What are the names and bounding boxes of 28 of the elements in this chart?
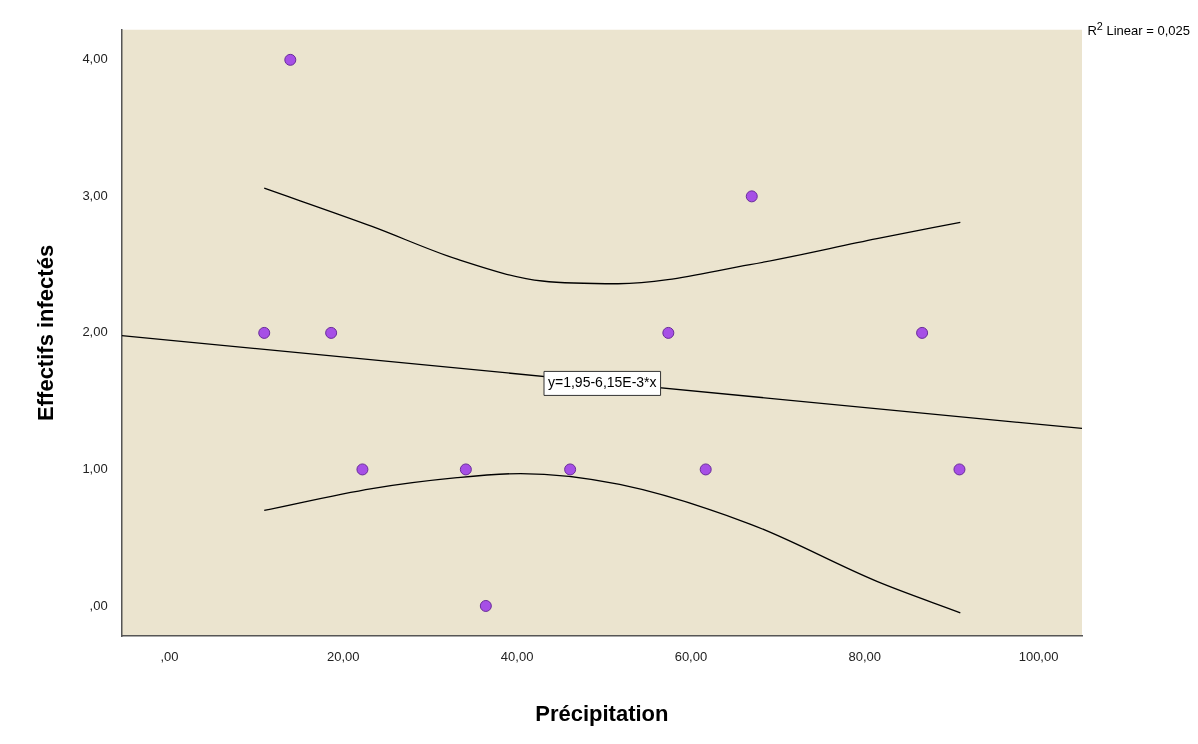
y-tick-label: 1,00 <box>82 461 108 477</box>
point <box>325 326 338 339</box>
y-tick-label: 3,00 <box>82 187 108 203</box>
y-tick-label: 4,00 <box>82 51 108 67</box>
y-tick-label: ,00 <box>89 597 108 613</box>
point <box>479 599 492 612</box>
point <box>258 326 271 339</box>
y-axis-title: Effectifs infectés <box>33 244 59 421</box>
x-tick-label: 20,00 <box>327 649 360 665</box>
line-series <box>263 187 961 285</box>
x-tick-label: 40,00 <box>500 649 534 665</box>
x-tick-label: 80,00 <box>848 649 882 665</box>
point <box>745 190 758 203</box>
point <box>356 463 369 476</box>
x-tick-label: ,00 <box>160 649 179 665</box>
x-tick-label: 60,00 <box>674 649 708 665</box>
point <box>699 463 712 476</box>
x-tick-label: 100,00 <box>1018 649 1059 665</box>
annotation: y=1,95-6,15E-3*x <box>548 374 657 391</box>
y-tick-label: 2,00 <box>82 324 108 340</box>
point <box>564 463 577 476</box>
x-axis-title: Précipitation <box>535 700 669 726</box>
point <box>662 326 675 339</box>
point <box>284 53 297 66</box>
point <box>459 463 472 476</box>
point <box>953 463 966 476</box>
text: R$^{2}$ Linear = 0,025 <box>1087 20 1190 39</box>
point <box>916 326 929 339</box>
